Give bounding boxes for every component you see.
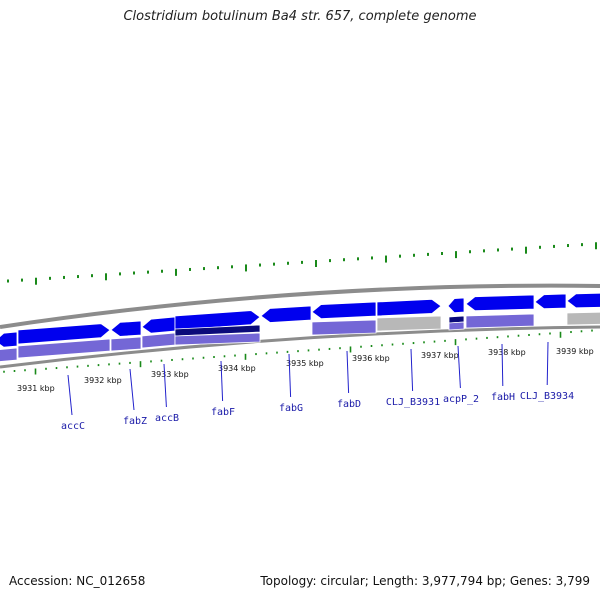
- gene-arrow-forward: [447, 297, 465, 314]
- gene-arrow-forward: [174, 310, 261, 331]
- gene-label-fabf: fabF: [211, 407, 235, 418]
- gene-block-track2: [0, 347, 18, 362]
- gene-label-line: [501, 343, 504, 387]
- gene-label-line: [288, 353, 292, 398]
- gene-label-acpp_2: acpP_2: [443, 394, 479, 405]
- kbp-label: 3931 kbp: [17, 384, 55, 393]
- gene-arrow-forward: [260, 305, 312, 323]
- kbp-label: 3933 kbp: [151, 370, 189, 379]
- gene-label-fabz: fabZ: [123, 416, 147, 427]
- gene-arrow-forward: [311, 301, 377, 320]
- gene-arrow-forward: [141, 316, 176, 334]
- gene-arrow-forward: [465, 294, 535, 312]
- gene-label-line: [129, 368, 135, 411]
- kbp-label: 3937 kbp: [421, 351, 459, 360]
- gene-label-clj_b3934: CLJ_B3934: [520, 391, 574, 402]
- gene-arrow-forward: [110, 320, 142, 337]
- gene-arrow-forward: [0, 331, 18, 348]
- gene-label-line: [410, 348, 414, 392]
- kbp-label: 3939 kbp: [556, 347, 594, 356]
- reverse-strand-features: [0, 311, 600, 362]
- gene-arrow-forward: [17, 323, 111, 345]
- gene-block-track2: [311, 319, 377, 336]
- gene-label-line: [67, 374, 73, 416]
- gene-arrow-forward: [566, 292, 600, 309]
- gene-label-fabh: fabH: [491, 392, 515, 403]
- gene-label-line: [346, 350, 350, 394]
- kbp-label: 3935 kbp: [286, 359, 324, 368]
- kbp-scale-labels: 3931 kbp 3932 kbp 3933 kbp 3934 kbp 3935 kbp…: [17, 347, 594, 393]
- kbp-label: 3938 kbp: [488, 348, 526, 357]
- gene-block-track2: [110, 336, 142, 352]
- gene-block-track2: [141, 332, 176, 349]
- gene-label-line: [220, 360, 224, 402]
- gene-labels: accC fabZ accB fabF fabG fabD CLJ_B3931 acpP_2 f…: [61, 341, 574, 432]
- gene-label-line: [457, 345, 461, 389]
- kbp-label: 3936 kbp: [352, 354, 390, 363]
- gene-block-track2: [448, 321, 465, 331]
- gene-label-accc: accC: [61, 421, 85, 432]
- map-title: Clostridium botulinum Ba4 str. 657, comp…: [123, 9, 477, 24]
- backbone-inner-ring: [0, 325, 600, 369]
- gene-block-track2: [17, 338, 111, 359]
- gene-label-line: [163, 363, 167, 408]
- genome-summary-text: Topology: circular; Length: 3,977,794 bp…: [260, 574, 590, 588]
- backbone-outer-ring: [0, 283, 600, 329]
- accession-text: Accession: NC_012658: [9, 574, 146, 588]
- gene-label-accb: accB: [155, 413, 179, 424]
- kbp-label: 3934 kbp: [218, 364, 256, 373]
- gene-label-fabg: fabG: [279, 403, 303, 414]
- genome-backbone: [0, 283, 600, 369]
- gene-block-track2: [376, 315, 442, 332]
- gene-label-clj_b3931: CLJ_B3931: [386, 397, 440, 408]
- forward-strand-genes: [0, 292, 600, 348]
- gene-block-track2: [566, 311, 600, 326]
- gene-arrow-forward: [534, 293, 567, 310]
- gc-skew-ticks: [7, 242, 597, 285]
- scale-ticks: [3, 329, 593, 375]
- gene-label-line: [546, 341, 549, 386]
- gene-block-track2: [465, 313, 535, 329]
- gene-block-track2: [174, 332, 261, 346]
- gene-block-track2: [174, 324, 261, 337]
- gene-label-fabd: fabD: [337, 399, 361, 410]
- gene-arrow-forward: [376, 298, 442, 317]
- kbp-label: 3932 kbp: [84, 376, 122, 385]
